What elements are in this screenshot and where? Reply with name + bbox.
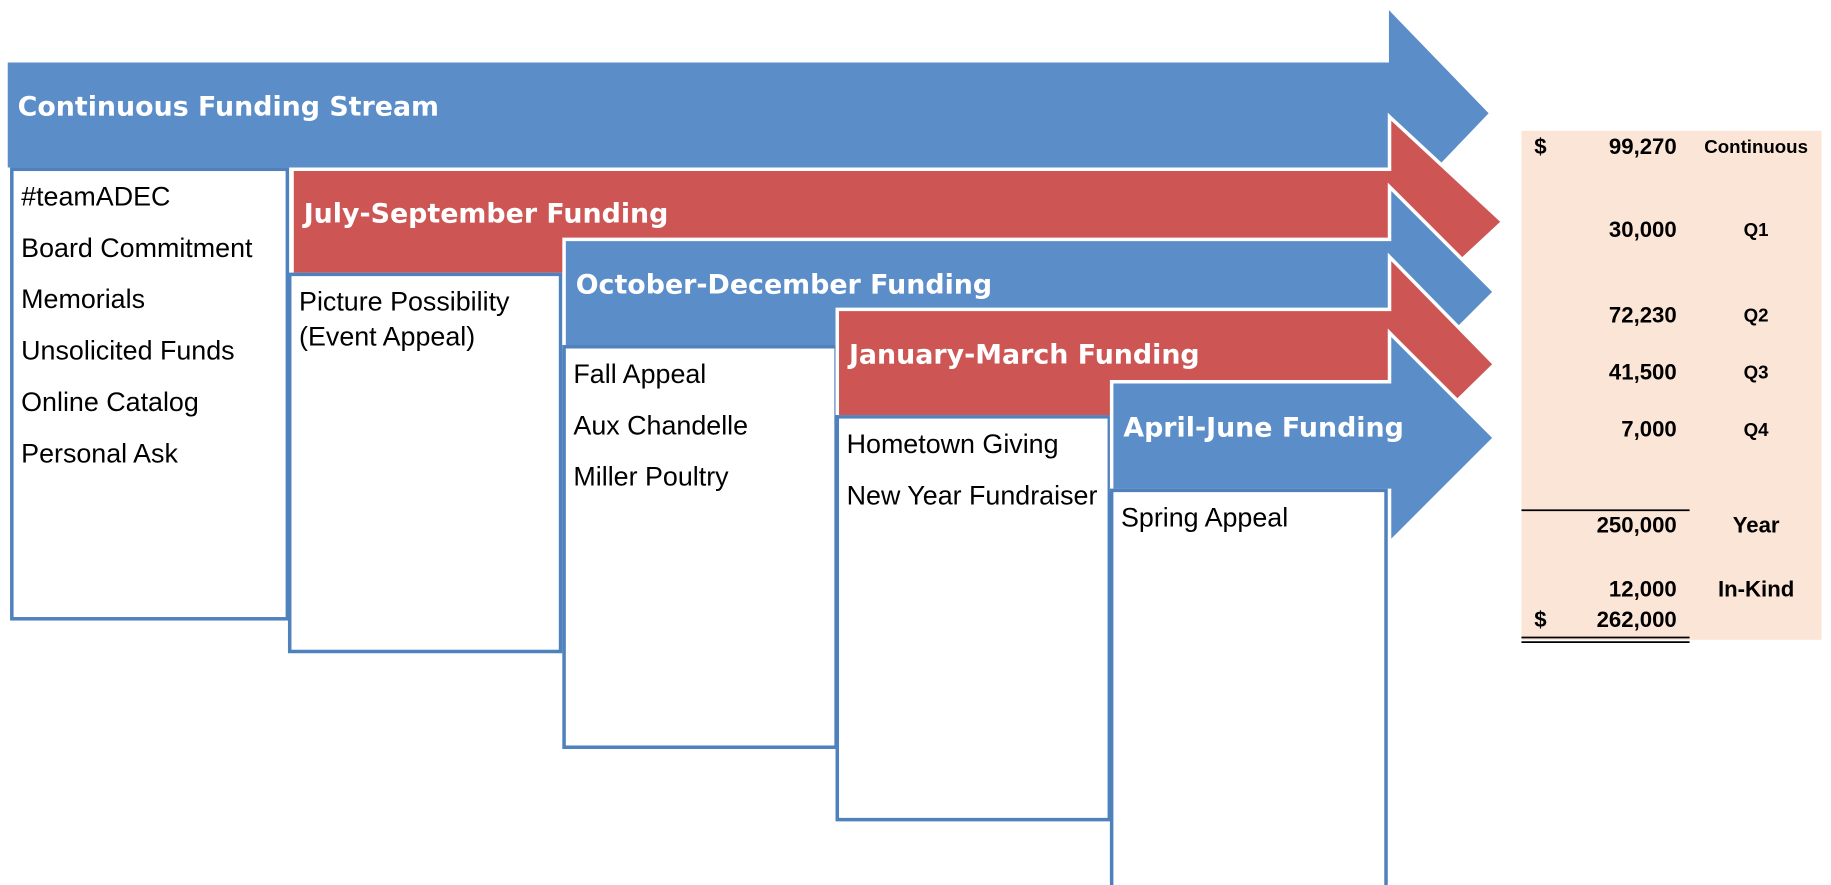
row-label: Q1 [1744,219,1769,240]
amount: 12,000 [1609,577,1677,602]
stream-title: April-June Funding [1123,413,1404,444]
stream-items: Picture Possibility (Event Appeal) [299,284,554,354]
item: Memorials [21,283,146,315]
stream-items: Hometown Giving New Year Fundraiser [847,426,1103,512]
item: Aux Chandelle [573,409,749,441]
stream-title: October-December Funding [576,270,992,301]
row-label: Year [1733,512,1780,537]
item-list: Spring Appeal [1121,500,1379,535]
item: Spring Appeal [1120,502,1289,533]
amount: 41,500 [1609,359,1677,384]
row-label: Q4 [1744,419,1770,440]
amount: 262,000 [1597,607,1677,632]
currency: $ [1534,607,1547,632]
item-list: Hometown Giving New Year Fundraiser [847,426,1103,512]
stream-title: July-September Funding [302,198,669,229]
stream-items: #teamADEC Board Commitment Memorials Unsoli… [21,179,280,471]
item: Board Commitment [21,232,253,263]
item-list: Picture Possibility (Event Appeal) [299,284,554,354]
stream-box [287,272,563,654]
row-label: Continuous [1704,136,1808,157]
amount: 30,000 [1609,217,1677,242]
stream-box [562,345,838,749]
currency: $ [1534,134,1547,159]
stream-box [835,415,1112,822]
row-label: In-Kind [1718,577,1794,602]
stream-items: Fall Appeal Aux Chandelle Miller Poultry [573,356,829,494]
amount: 7,000 [1621,417,1676,442]
item: #teamADEC [21,180,171,212]
amount: 99,270 [1609,134,1677,159]
item: Online Catalog [21,386,199,417]
amount: 250,000 [1597,512,1677,537]
item: Hometown Giving [846,428,1059,459]
item: Picture Possibility (Event Appeal) [299,286,510,352]
item-list: Fall Appeal Aux Chandelle Miller Poultry [573,356,829,494]
stream-box [1109,488,1388,885]
stream-title: January-March Funding [847,340,1200,371]
amount: 72,230 [1609,302,1677,327]
item: New Year Fundraiser [846,479,1098,511]
item: Unsolicited Funds [21,335,235,366]
stream-items: Spring Appeal [1121,500,1379,535]
table-background [1521,130,1822,640]
row-label: Q2 [1744,304,1769,325]
item: Personal Ask [21,437,178,469]
stream-title: Continuous Funding Stream [18,91,439,122]
item: Miller Poultry [573,461,729,492]
stream-box [10,167,290,621]
row-label: Q3 [1744,362,1769,383]
item-list: #teamADEC Board Commitment Memorials Unsoli… [21,179,280,471]
item: Fall Appeal [573,358,707,389]
